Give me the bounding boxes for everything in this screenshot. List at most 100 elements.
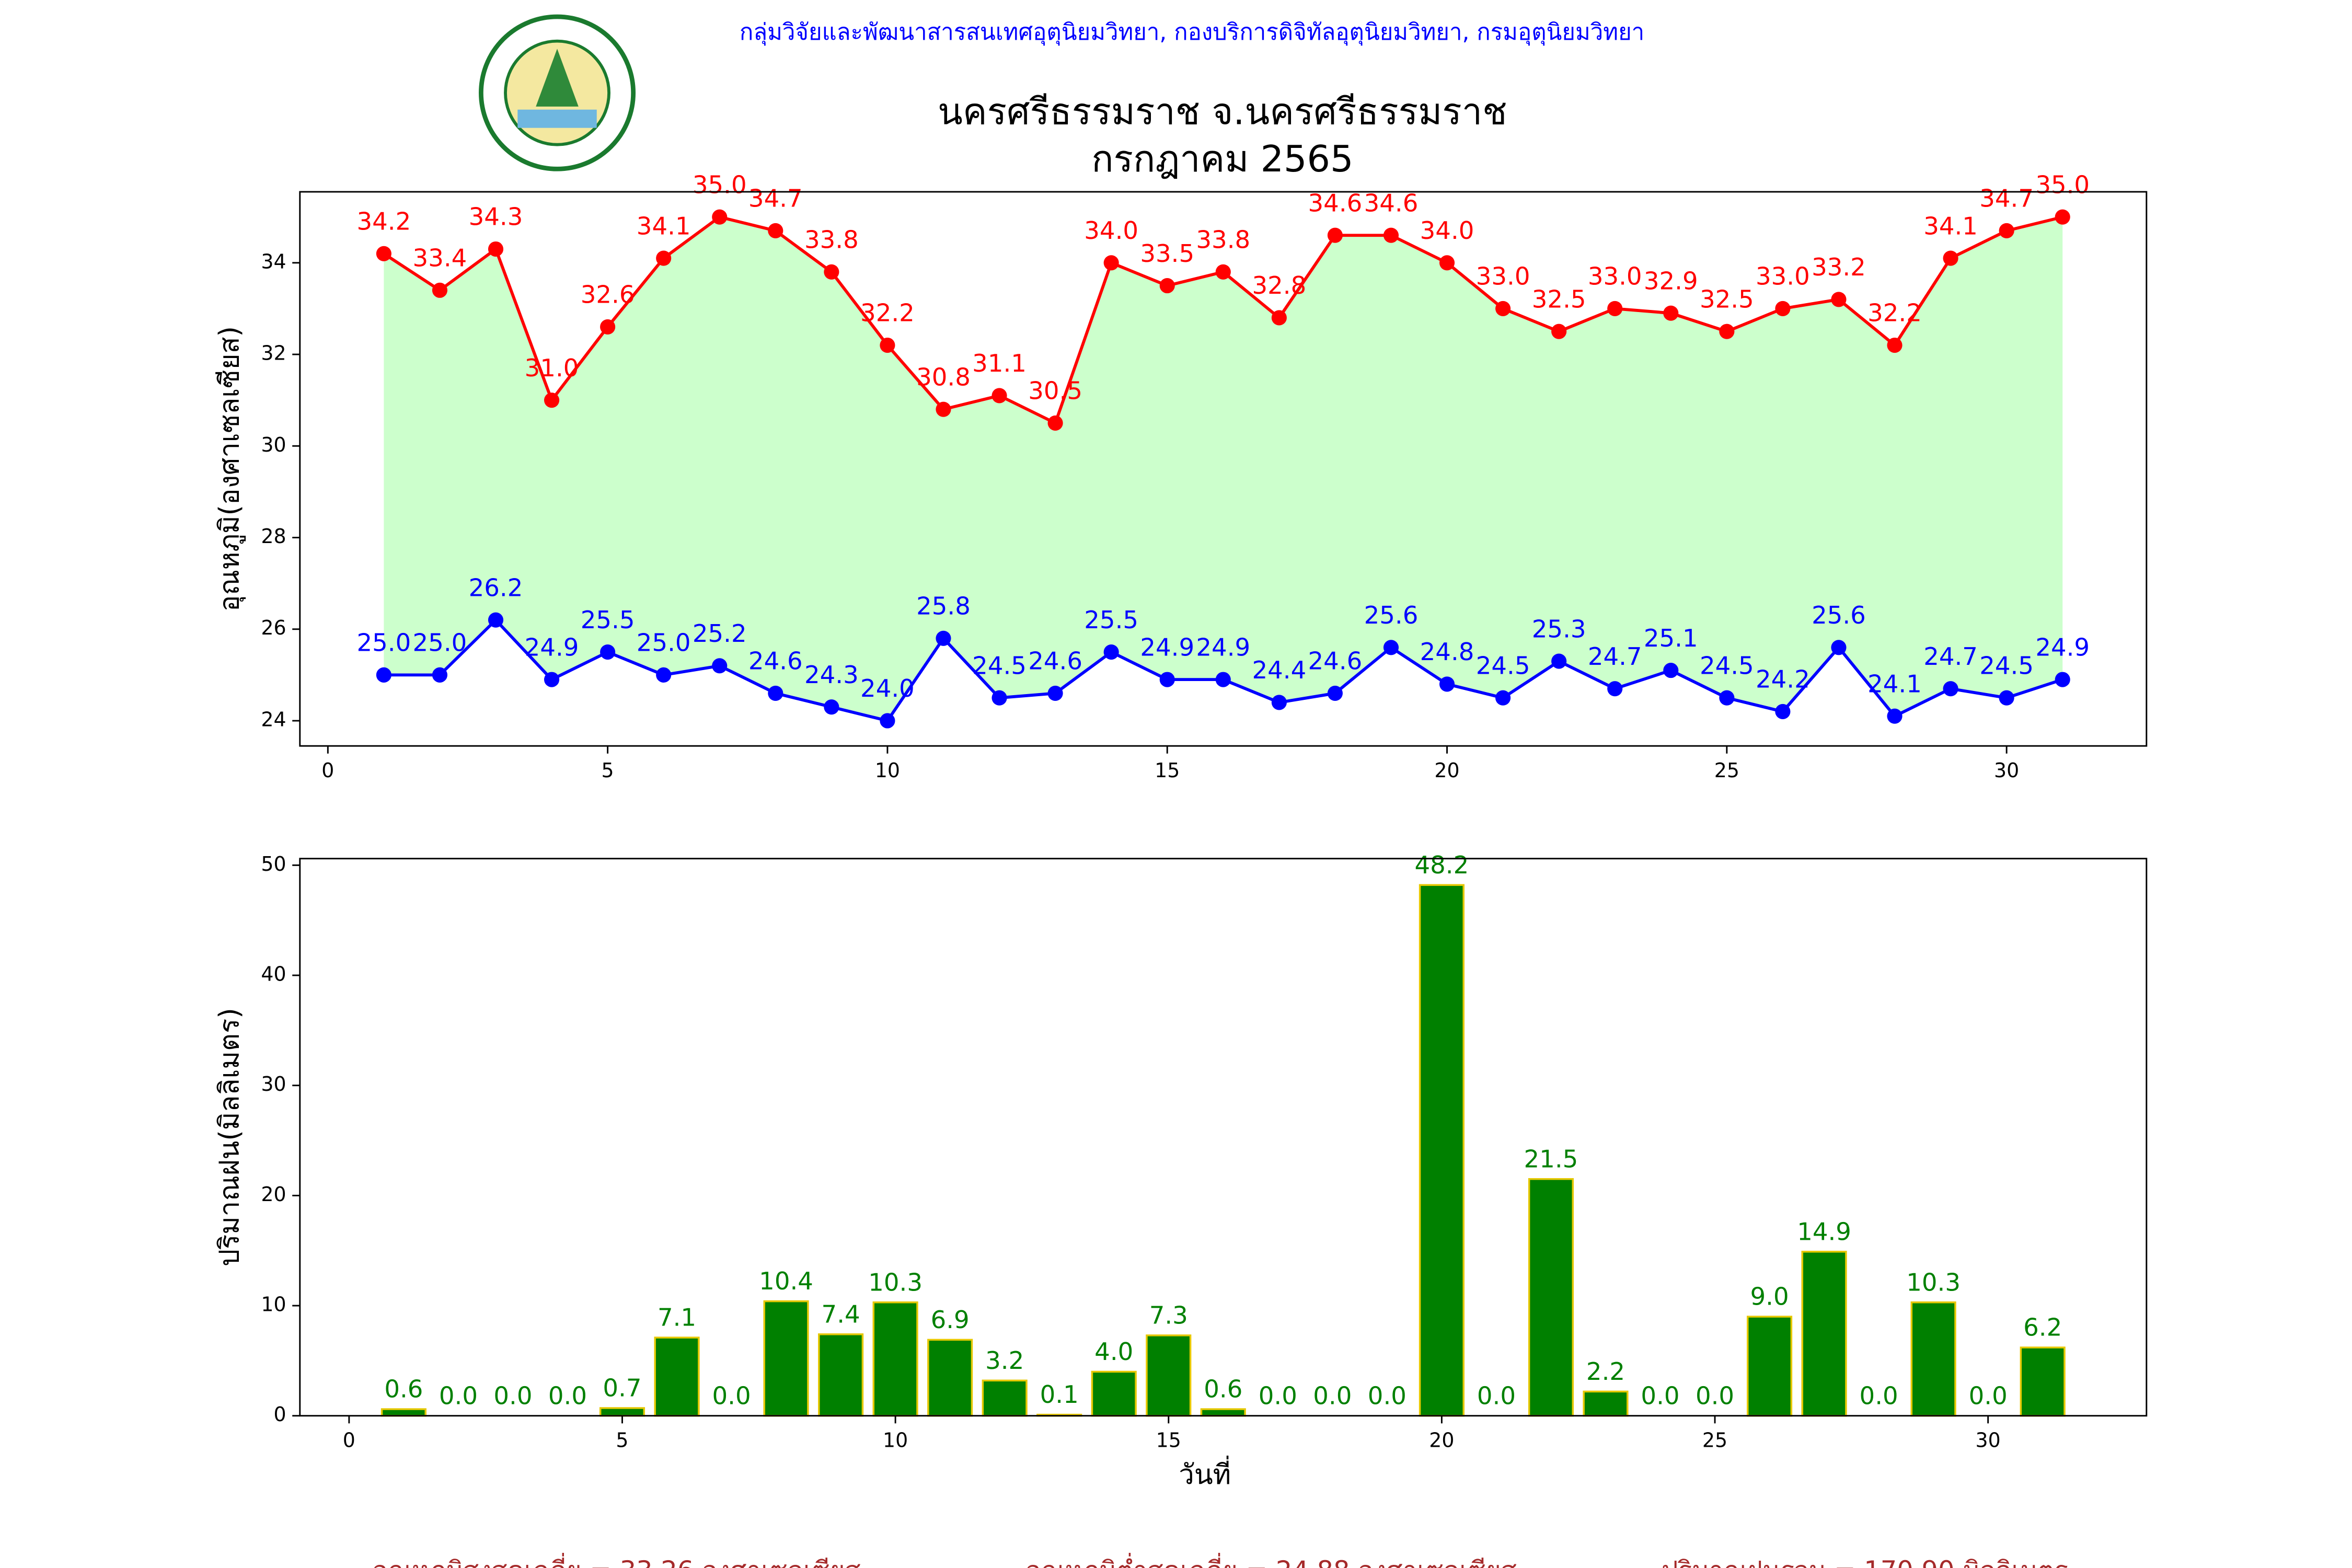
point: [1215, 672, 1231, 687]
point: [544, 393, 560, 408]
data-label: 25.6: [1812, 601, 1866, 629]
data-label: 24.9: [2035, 633, 2090, 661]
data-label: 0.0: [439, 1381, 478, 1410]
point: [1159, 672, 1175, 687]
x-tick-label: 25: [1714, 759, 1739, 782]
data-label: 35.0: [693, 170, 747, 199]
bar: [1419, 884, 1465, 1417]
data-label: 33.8: [1196, 226, 1250, 254]
data-label: 25.1: [1644, 624, 1698, 652]
point: [1943, 250, 1958, 266]
data-label: 14.9: [1797, 1217, 1851, 1246]
data-label: 32.2: [860, 299, 915, 327]
data-label: 26.2: [469, 573, 523, 602]
data-label: 33.0: [1476, 262, 1530, 291]
data-label: 0.0: [712, 1381, 751, 1410]
y-tick-label: 24: [261, 708, 286, 731]
data-label: 30.5: [1028, 377, 1082, 405]
data-label: 24.4: [1252, 656, 1306, 684]
data-label: 24.1: [1867, 670, 1922, 698]
data-label: 32.5: [1532, 285, 1586, 313]
point: [991, 388, 1007, 403]
point: [1215, 264, 1231, 280]
point: [1495, 690, 1511, 706]
data-label: 0.1: [1040, 1380, 1079, 1409]
x-tick-label: 15: [1156, 1429, 1181, 1452]
y-tick-label: 34: [261, 250, 286, 273]
point: [880, 713, 895, 729]
data-label: 7.3: [1149, 1301, 1188, 1329]
data-label: 24.9: [1196, 633, 1250, 661]
data-label: 25.3: [1532, 615, 1586, 643]
data-label: 3.2: [985, 1346, 1024, 1375]
data-label: 32.2: [1867, 299, 1922, 327]
point: [880, 337, 895, 353]
data-label: 25.2: [693, 619, 747, 648]
x-tick-label: 0: [343, 1429, 355, 1452]
data-label: 34.2: [357, 207, 411, 236]
bar: [1091, 1370, 1137, 1417]
footer-stat: ปริมาณฝนรวม = 170.90 มิลลิเมตร: [1662, 1555, 2068, 1568]
data-label: 6.9: [931, 1306, 970, 1334]
bar: [1910, 1301, 1956, 1417]
point: [544, 672, 560, 687]
x-tick-label: 30: [1994, 759, 2019, 782]
point: [1271, 695, 1287, 710]
data-label: 10.3: [868, 1268, 923, 1296]
data-label: 25.5: [581, 606, 635, 634]
point: [376, 246, 391, 261]
chart-subtitle: กรกฎาคม 2565: [1091, 138, 1353, 180]
point: [1663, 305, 1679, 321]
y-axis-label: ปริมาณฝน(มิลลิเมตร): [214, 1008, 246, 1266]
point: [1047, 415, 1063, 431]
point: [824, 264, 839, 280]
bar: [599, 1407, 645, 1417]
y-tick-label: 0: [273, 1403, 286, 1426]
data-label: 24.2: [1756, 665, 1810, 694]
point: [432, 667, 448, 683]
data-label: 33.4: [413, 244, 467, 272]
point: [1159, 278, 1175, 294]
point: [1327, 685, 1343, 701]
point: [1719, 324, 1735, 339]
x-tick-label: 5: [616, 1429, 628, 1452]
data-label: 2.2: [1586, 1357, 1625, 1386]
data-label: 25.0: [357, 629, 411, 657]
point: [488, 241, 504, 257]
x-tick-label: 30: [1976, 1429, 2001, 1452]
point: [2055, 209, 2070, 225]
data-label: 33.5: [1140, 239, 1194, 268]
data-label: 25.0: [413, 629, 467, 657]
data-label: 0.0: [1259, 1381, 1297, 1410]
point: [1495, 301, 1511, 316]
data-label: 24.6: [1028, 647, 1082, 675]
point: [1831, 640, 1847, 655]
data-label: 0.6: [384, 1375, 423, 1403]
y-tick-label: 10: [261, 1293, 286, 1316]
x-tick-label: 15: [1155, 759, 1180, 782]
data-label: 24.6: [748, 647, 803, 675]
bar: [818, 1333, 864, 1417]
point: [1887, 337, 1903, 353]
data-label: 24.6: [1308, 647, 1363, 675]
point: [1439, 255, 1455, 271]
data-label: 33.2: [1812, 253, 1866, 281]
fill-between: [384, 217, 2063, 721]
point: [1887, 708, 1903, 724]
bar: [763, 1300, 809, 1417]
data-label: 48.2: [1415, 851, 1469, 879]
point: [2055, 672, 2070, 687]
data-label: 0.0: [1313, 1381, 1352, 1410]
data-label: 0.0: [1860, 1381, 1898, 1410]
data-label: 32.5: [1700, 285, 1754, 313]
point: [1775, 704, 1791, 720]
point: [712, 658, 728, 674]
bar: [381, 1408, 426, 1417]
data-label: 0.0: [1477, 1381, 1516, 1410]
data-label: 31.1: [972, 349, 1027, 377]
point: [376, 667, 391, 683]
y-tick-label: 40: [261, 963, 286, 986]
point: [656, 250, 672, 266]
point: [1383, 640, 1399, 655]
y-tick-label: 30: [261, 1073, 286, 1096]
